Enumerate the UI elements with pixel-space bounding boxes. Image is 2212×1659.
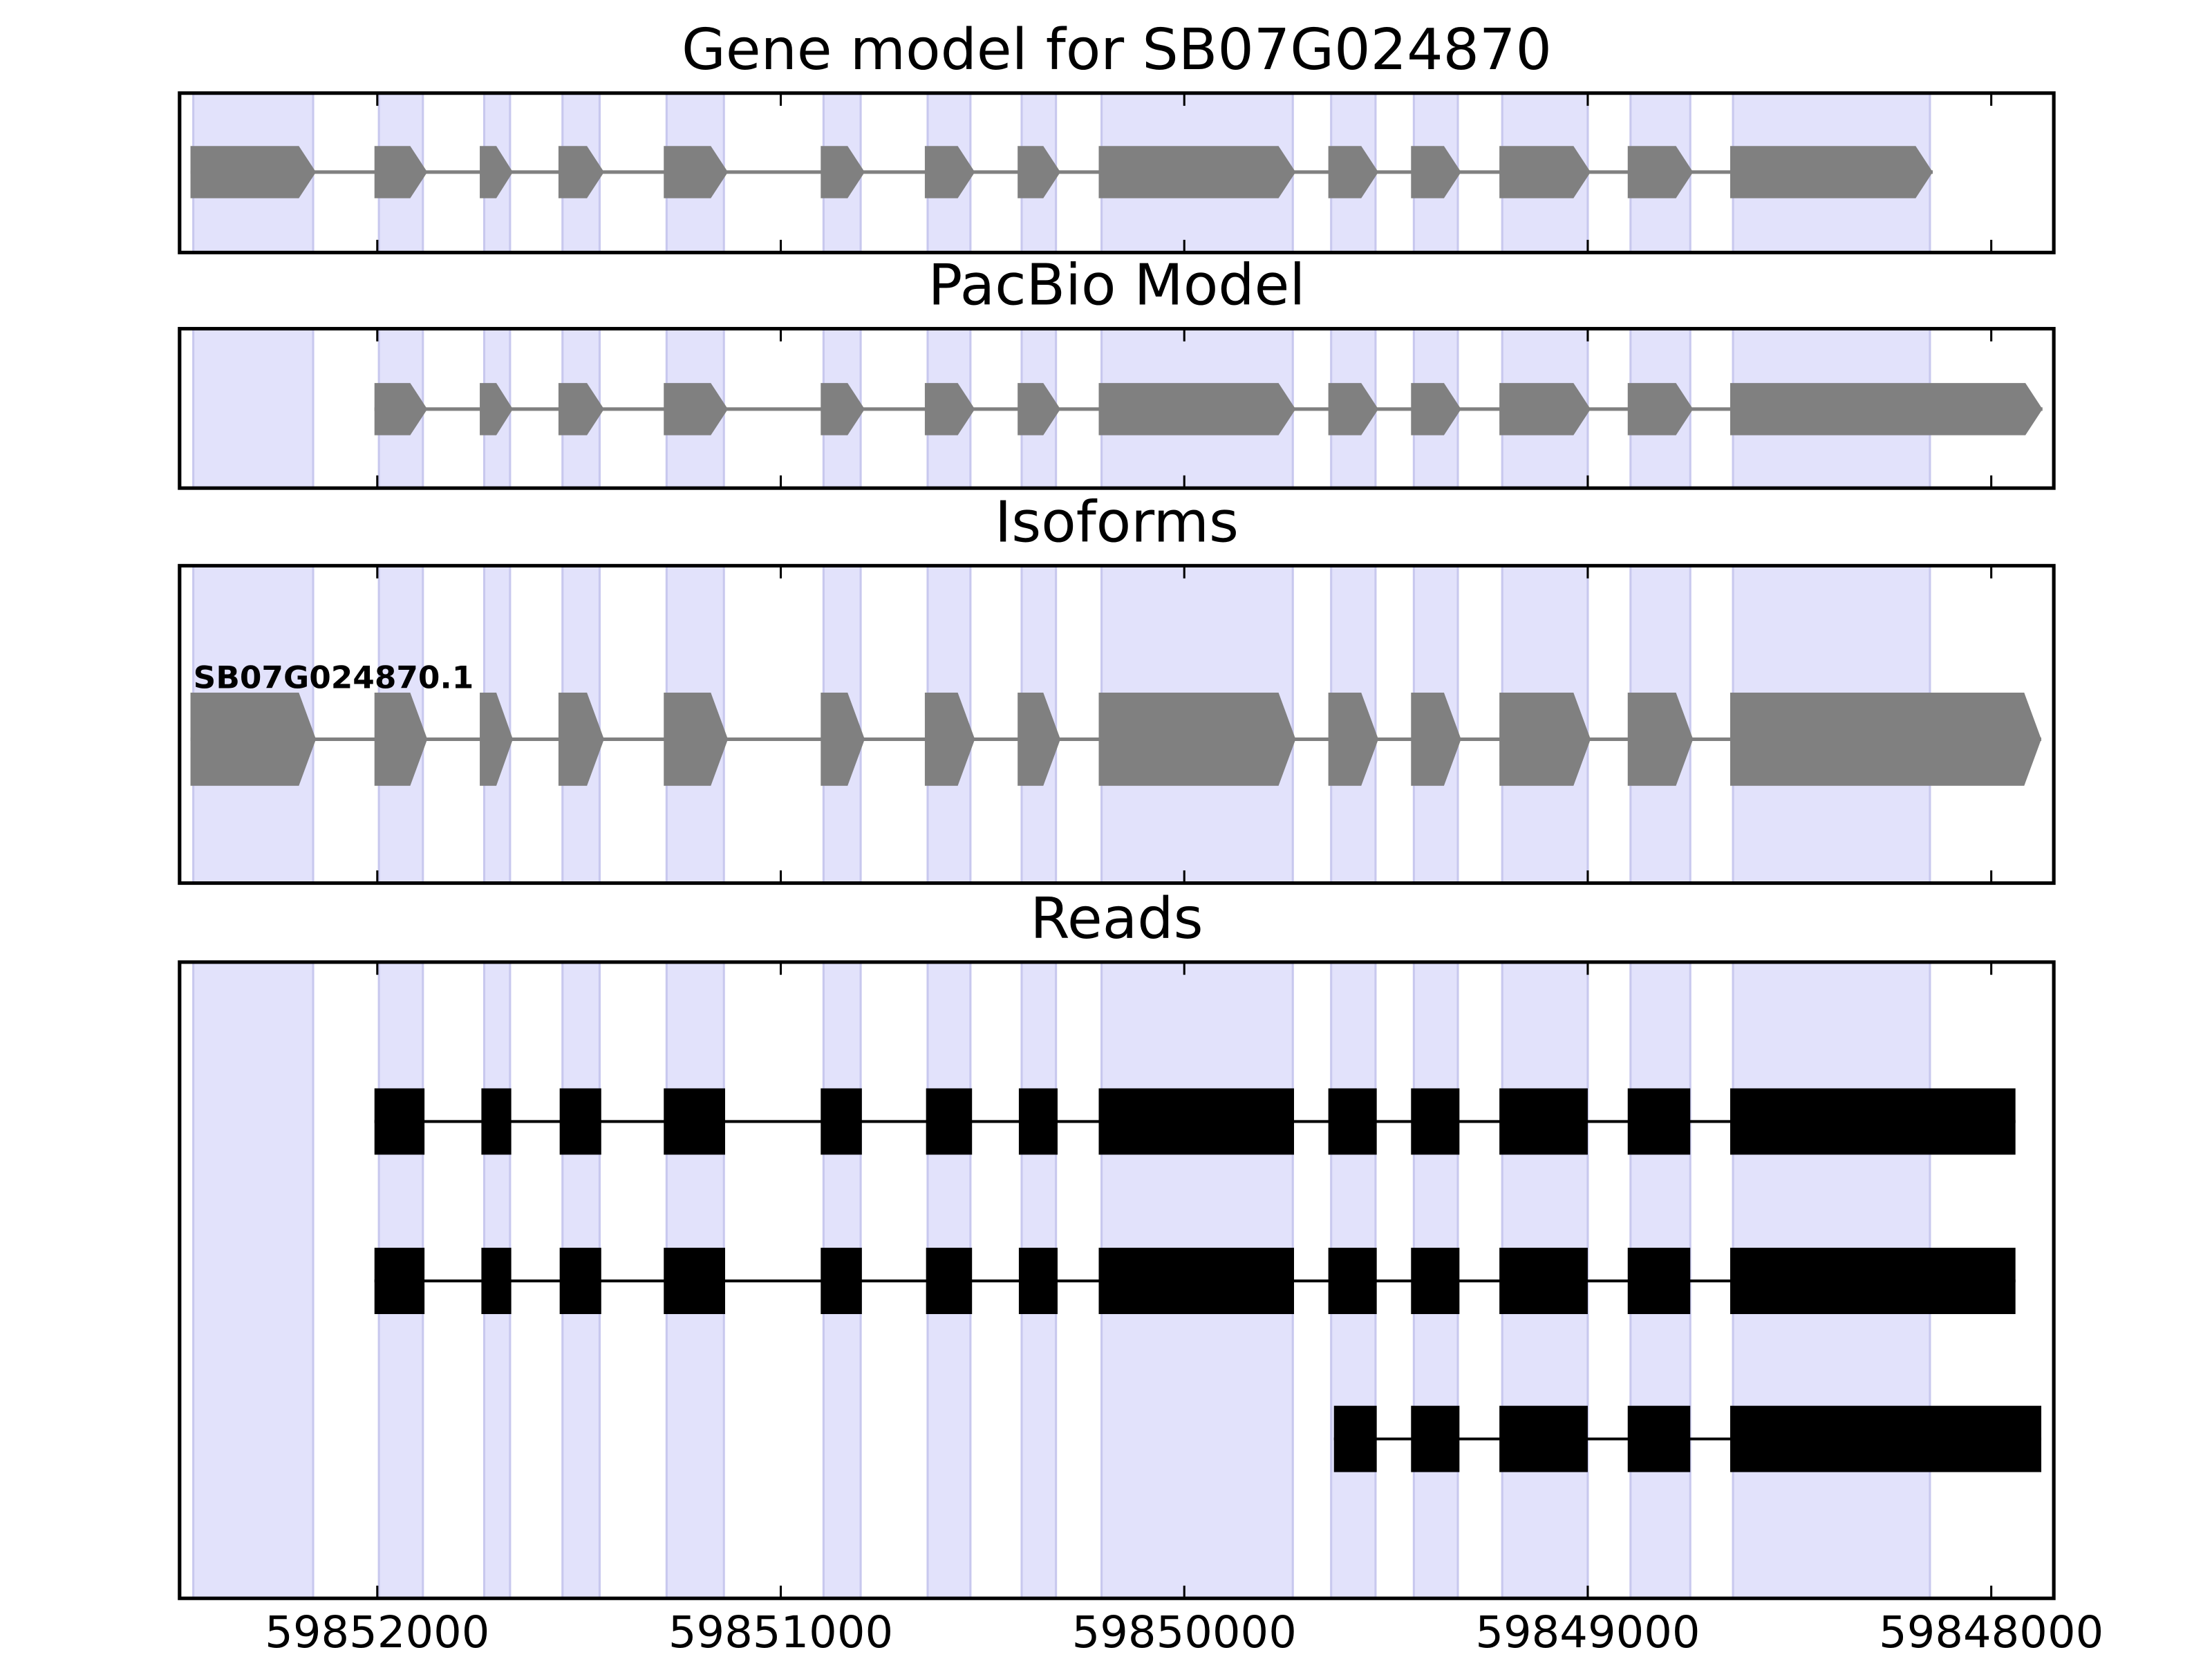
exon-arrow bbox=[374, 693, 428, 786]
read-block bbox=[1411, 1405, 1460, 1472]
exon-arrow bbox=[1411, 146, 1461, 198]
read-block bbox=[926, 1088, 973, 1155]
exon-arrow bbox=[1499, 383, 1591, 435]
panel-frame bbox=[178, 960, 2056, 1600]
exon-arrow bbox=[924, 383, 975, 435]
read-block bbox=[1627, 1405, 1691, 1472]
read-block bbox=[664, 1088, 725, 1155]
exon-arrow bbox=[1018, 693, 1061, 786]
exon-arrow bbox=[1499, 146, 1591, 198]
exon-arrow bbox=[1098, 693, 1296, 786]
exon-arrow bbox=[480, 146, 513, 198]
exon-arrow bbox=[1018, 146, 1061, 198]
exon-arrow bbox=[821, 693, 865, 786]
x-tick-label: 59850000 bbox=[1072, 1606, 1297, 1658]
exon-arrow bbox=[1411, 693, 1461, 786]
panel-title: PacBio Model bbox=[928, 253, 1306, 319]
exon-arrow bbox=[1328, 383, 1379, 435]
read-block bbox=[481, 1088, 512, 1155]
read-block bbox=[1627, 1248, 1691, 1315]
x-tick-label: 59852000 bbox=[265, 1606, 489, 1658]
exon-arrow bbox=[1328, 693, 1379, 786]
exon-arrow bbox=[190, 693, 317, 786]
read-block bbox=[1411, 1248, 1460, 1315]
exon-arrow bbox=[480, 383, 513, 435]
read-block bbox=[1411, 1088, 1460, 1155]
read-block bbox=[559, 1248, 601, 1315]
exon-arrow bbox=[1328, 146, 1379, 198]
read-block bbox=[1328, 1088, 1377, 1155]
exon-arrow bbox=[664, 693, 729, 786]
exon-arrow bbox=[1627, 146, 1694, 198]
exon-arrow bbox=[1627, 383, 1694, 435]
panel-frame bbox=[178, 326, 2056, 490]
exon-arrow bbox=[924, 146, 975, 198]
read-block bbox=[664, 1248, 725, 1315]
exon-arrow bbox=[821, 146, 865, 198]
exon-arrow bbox=[664, 146, 729, 198]
exon-arrow bbox=[664, 383, 729, 435]
read-block bbox=[374, 1248, 425, 1315]
read-block bbox=[1499, 1405, 1588, 1472]
exon-arrow bbox=[558, 693, 604, 786]
exon-arrow bbox=[480, 693, 513, 786]
highlight-region bbox=[192, 327, 315, 489]
read-block bbox=[821, 1088, 862, 1155]
exon-arrow bbox=[1730, 693, 2042, 786]
read-block bbox=[1499, 1248, 1588, 1315]
read-block bbox=[1098, 1088, 1295, 1155]
exon-arrow bbox=[821, 383, 865, 435]
read-block bbox=[1018, 1088, 1058, 1155]
isoform-label: SB07G024870.1 bbox=[194, 659, 474, 696]
read-block bbox=[1499, 1088, 1588, 1155]
read-block bbox=[1730, 1248, 2016, 1315]
read-block bbox=[1730, 1088, 2016, 1155]
read-block bbox=[1627, 1088, 1691, 1155]
panel-frame bbox=[178, 563, 2056, 885]
exon-arrow bbox=[1098, 383, 1296, 435]
exon-arrow bbox=[1411, 383, 1461, 435]
panel-title: Isoforms bbox=[995, 490, 1239, 556]
exon-arrow bbox=[374, 146, 428, 198]
exon-arrow bbox=[1730, 383, 2043, 435]
exon-arrow bbox=[558, 146, 604, 198]
x-tick-label: 59851000 bbox=[668, 1606, 893, 1658]
exon-arrow bbox=[374, 383, 428, 435]
exon-arrow bbox=[1499, 693, 1591, 786]
read-block bbox=[821, 1248, 862, 1315]
x-tick-label: 59849000 bbox=[1475, 1606, 1700, 1658]
read-block bbox=[559, 1088, 601, 1155]
read-block bbox=[1333, 1405, 1377, 1472]
exon-arrow bbox=[1627, 693, 1694, 786]
exon-arrow bbox=[924, 693, 975, 786]
panel-title: Reads bbox=[1030, 886, 1203, 952]
exon-arrow bbox=[558, 383, 604, 435]
read-block bbox=[1730, 1405, 2042, 1472]
read-block bbox=[1098, 1248, 1295, 1315]
exon-arrow bbox=[1098, 146, 1296, 198]
read-block bbox=[374, 1088, 425, 1155]
read-block bbox=[481, 1248, 512, 1315]
exon-arrow bbox=[190, 146, 317, 198]
panel-title: Gene model for SB07G024870 bbox=[682, 17, 1552, 83]
exon-arrow bbox=[1730, 146, 1933, 198]
panel-frame bbox=[178, 91, 2056, 254]
read-block bbox=[1328, 1248, 1377, 1315]
read-block bbox=[1018, 1248, 1058, 1315]
read-block bbox=[926, 1248, 973, 1315]
x-tick-label: 59848000 bbox=[1879, 1606, 2103, 1658]
highlight-region bbox=[192, 961, 315, 1600]
exon-arrow bbox=[1018, 383, 1061, 435]
